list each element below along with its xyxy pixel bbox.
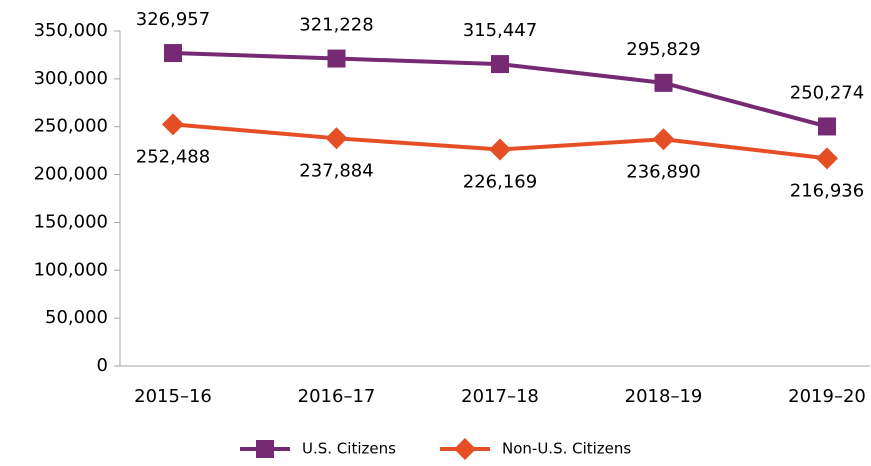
marker (652, 128, 675, 151)
legend-label: Non-U.S. Citizens (502, 440, 631, 458)
y-tick-label: 150,000 (34, 211, 108, 232)
data-label: 237,884 (299, 160, 373, 181)
y-tick-label: 200,000 (34, 164, 108, 185)
marker (816, 147, 838, 170)
y-tick-label: 0 (97, 355, 108, 376)
y-tick-label: 350,000 (34, 20, 108, 41)
marker (491, 55, 509, 74)
marker (256, 440, 274, 458)
data-label: 295,829 (626, 39, 700, 60)
marker (654, 73, 673, 92)
y-tick-label: 100,000 (34, 259, 108, 280)
marker (164, 44, 182, 63)
x-tick-label: 2019–20 (788, 386, 866, 407)
y-tick-label: 250,000 (34, 116, 108, 137)
marker (489, 138, 511, 161)
data-label: 321,228 (299, 15, 373, 36)
data-label: 216,936 (790, 180, 864, 201)
y-tick-label: 50,000 (45, 307, 108, 328)
marker (327, 49, 346, 68)
marker (454, 438, 476, 460)
legend-label: U.S. Citizens (302, 440, 396, 458)
marker (818, 117, 836, 136)
y-tick-label: 300,000 (34, 68, 108, 89)
data-label: 315,447 (463, 20, 537, 41)
x-tick-label: 2017–18 (461, 386, 539, 407)
x-tick-label: 2018–19 (625, 386, 703, 407)
x-tick-label: 2016–17 (298, 386, 376, 407)
data-label: 250,274 (790, 82, 864, 103)
data-label: 252,488 (136, 146, 210, 167)
data-label: 226,169 (463, 172, 537, 193)
x-tick-label: 2015–16 (134, 386, 212, 407)
legend: U.S. Citizens Non-U.S. Citizens (240, 438, 631, 460)
marker (162, 113, 184, 136)
data-label: 326,957 (136, 9, 210, 30)
data-label: 236,890 (626, 161, 700, 182)
marker (325, 127, 348, 150)
